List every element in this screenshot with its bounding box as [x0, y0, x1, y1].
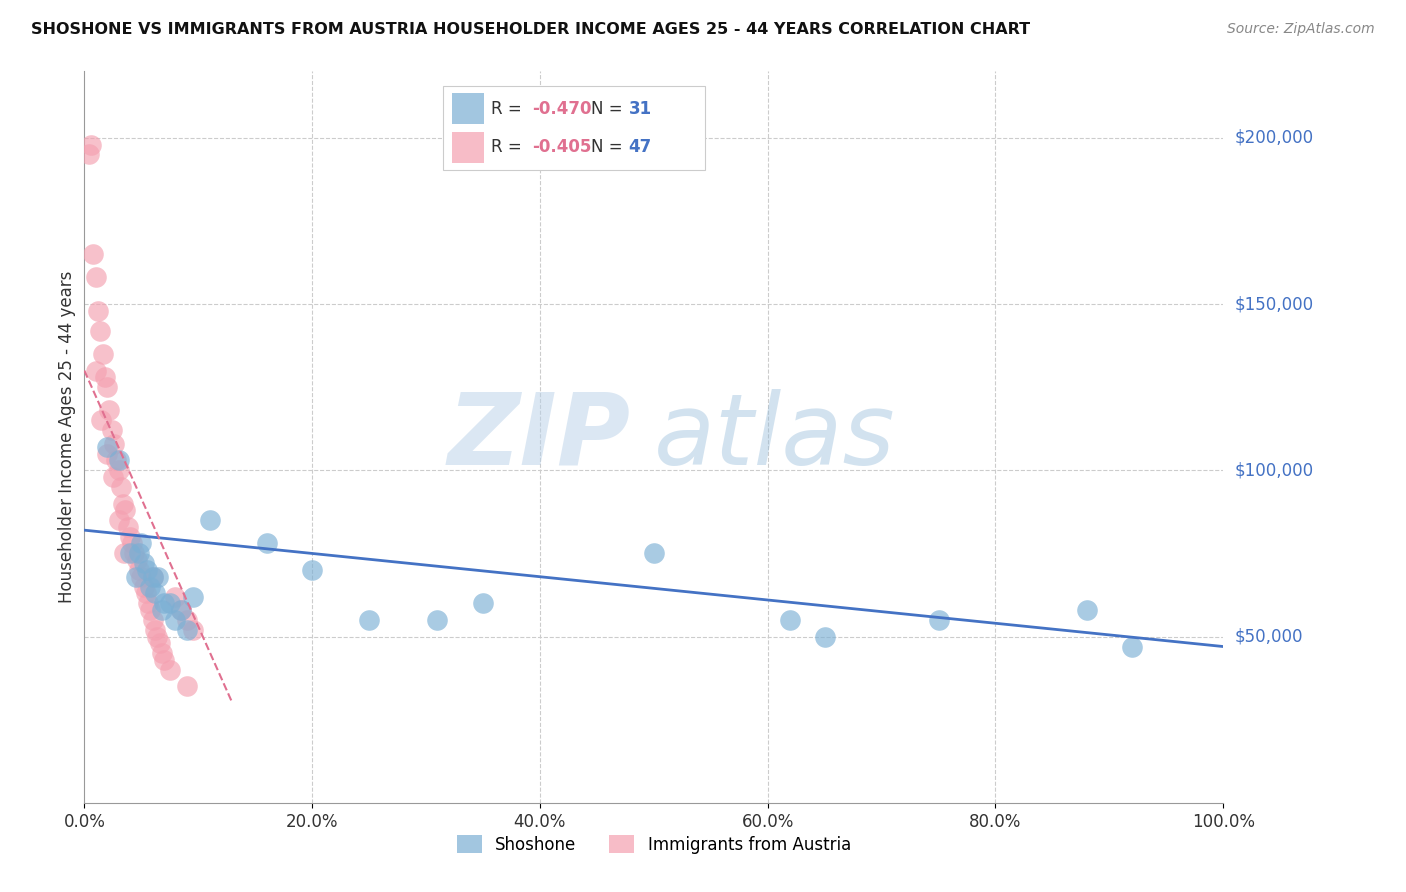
Text: N =: N = [591, 138, 628, 156]
Point [814, 630, 837, 644]
Point [176, 623, 198, 637]
Y-axis label: Householder Income Ages 25 - 44 years: Householder Income Ages 25 - 44 years [58, 271, 76, 603]
Point [112, 497, 135, 511]
Point [159, 596, 181, 610]
Text: 47: 47 [628, 138, 652, 156]
Text: 31: 31 [628, 100, 652, 118]
Point [136, 596, 159, 610]
Point [176, 613, 198, 627]
Point [472, 596, 495, 610]
Point [139, 580, 162, 594]
Point [128, 546, 150, 560]
Text: $50,000: $50,000 [1234, 628, 1303, 646]
Point [91, 347, 114, 361]
Point [84, 270, 107, 285]
Point [124, 570, 146, 584]
Point [301, 563, 323, 577]
Point [124, 546, 146, 560]
Point [643, 546, 665, 560]
Point [165, 613, 187, 627]
Point [426, 613, 449, 627]
Text: SHOSHONE VS IMMIGRANTS FROM AUSTRIA HOUSEHOLDER INCOME AGES 25 - 44 YEARS CORREL: SHOSHONE VS IMMIGRANTS FROM AUSTRIA HOUS… [31, 22, 1031, 37]
Legend: Shoshone, Immigrants from Austria: Shoshone, Immigrants from Austria [450, 829, 858, 860]
Point [98, 403, 121, 417]
Point [96, 447, 118, 461]
Text: ZIP: ZIP [449, 389, 631, 485]
Point [142, 570, 165, 584]
Point [148, 636, 170, 650]
Point [96, 440, 118, 454]
Point [117, 520, 139, 534]
Point [77, 147, 100, 161]
Point [132, 580, 155, 594]
Point [89, 324, 111, 338]
Point [146, 630, 169, 644]
Point [198, 513, 221, 527]
FancyBboxPatch shape [453, 94, 484, 124]
Point [136, 563, 159, 577]
Point [142, 570, 165, 584]
Point [131, 536, 153, 550]
Point [359, 613, 381, 627]
Point [128, 563, 150, 577]
Point [150, 646, 173, 660]
Text: N =: N = [591, 100, 628, 118]
Point [90, 413, 112, 427]
Point [181, 623, 204, 637]
Point [110, 480, 132, 494]
Text: -0.405: -0.405 [531, 138, 592, 156]
Point [928, 613, 950, 627]
Point [143, 586, 166, 600]
Point [1076, 603, 1098, 617]
Point [132, 557, 155, 571]
Point [142, 613, 165, 627]
Text: $100,000: $100,000 [1234, 461, 1313, 479]
Point [105, 453, 128, 467]
Point [94, 370, 117, 384]
Text: R =: R = [491, 138, 527, 156]
Text: -0.470: -0.470 [531, 100, 592, 118]
Point [148, 570, 170, 584]
Point [118, 530, 141, 544]
FancyBboxPatch shape [453, 132, 484, 162]
Text: $200,000: $200,000 [1234, 128, 1313, 147]
Point [779, 613, 801, 627]
Point [153, 596, 176, 610]
Point [87, 303, 110, 318]
Point [150, 603, 173, 617]
Text: atlas: atlas [654, 389, 896, 485]
Point [82, 247, 104, 261]
FancyBboxPatch shape [443, 86, 704, 170]
Point [96, 380, 118, 394]
Point [181, 590, 204, 604]
Point [107, 463, 129, 477]
Point [101, 470, 124, 484]
Point [103, 436, 125, 450]
Point [125, 553, 148, 567]
Point [80, 137, 103, 152]
Text: R =: R = [491, 100, 527, 118]
Point [170, 603, 193, 617]
Point [143, 623, 166, 637]
Point [84, 363, 107, 377]
Point [165, 590, 187, 604]
Point [121, 536, 143, 550]
Point [131, 570, 153, 584]
Point [135, 586, 157, 600]
Point [118, 546, 141, 560]
Point [170, 603, 193, 617]
Point [114, 503, 136, 517]
Point [107, 513, 129, 527]
Text: Source: ZipAtlas.com: Source: ZipAtlas.com [1227, 22, 1375, 37]
Point [112, 546, 135, 560]
Point [107, 453, 129, 467]
Point [256, 536, 278, 550]
Point [159, 663, 181, 677]
Point [100, 424, 122, 438]
Point [1121, 640, 1143, 654]
Text: $150,000: $150,000 [1234, 295, 1313, 313]
Point [176, 680, 198, 694]
Point [139, 603, 162, 617]
Point [153, 653, 176, 667]
